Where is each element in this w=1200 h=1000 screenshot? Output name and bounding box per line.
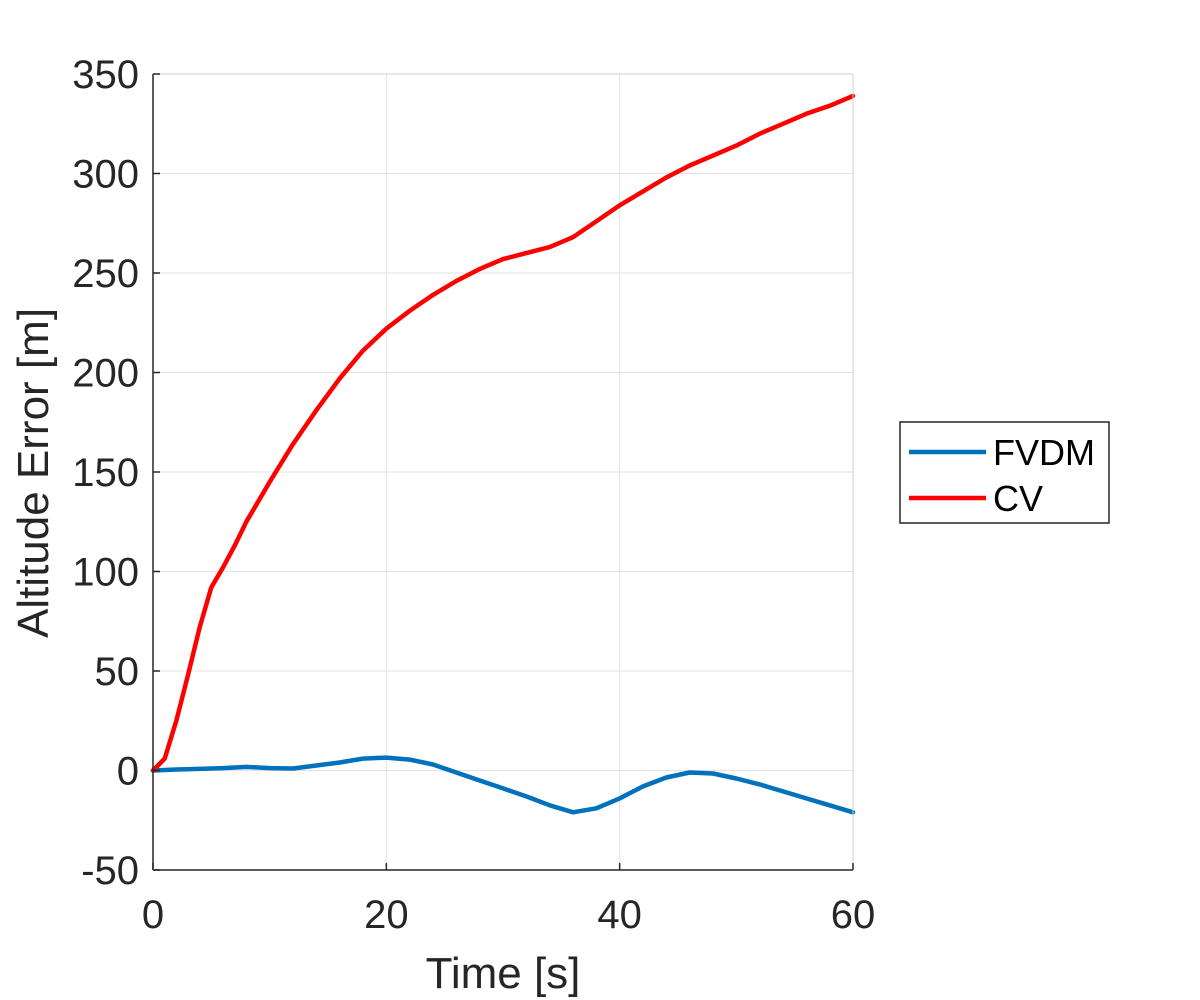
x-tick-label: 40 [597,893,642,937]
y-tick-label: 0 [117,750,139,794]
x-axis-label: Time [s] [426,949,581,998]
y-tick-label: 350 [72,53,139,97]
series-line-cv [150,93,856,773]
y-axis-ticks: -50 0 50 100 150 200 250 300 350 [72,53,160,893]
y-axis-label: Altitude Error [m] [9,308,58,638]
y-tick-label: 200 [72,352,139,396]
x-tick-label: 60 [831,893,876,937]
y-tick-label: -50 [81,849,139,893]
y-tick-label: 250 [72,252,139,296]
legend-box [899,421,1110,524]
series-lines [150,93,856,815]
y-tick-label: 100 [72,551,139,595]
x-axis-ticks: 0 20 40 60 [142,863,875,937]
legend-label-cv: CV [993,478,1043,519]
y-tick-label: 300 [72,153,139,197]
legend: FVDM CV [899,421,1110,524]
legend-label-fvdm: FVDM [993,432,1095,473]
y-tick-label: 50 [95,650,140,694]
x-tick-label: 20 [364,893,409,937]
y-tick-label: 150 [72,451,139,495]
series-line-fvdm [150,755,856,815]
x-tick-label: 0 [142,893,164,937]
